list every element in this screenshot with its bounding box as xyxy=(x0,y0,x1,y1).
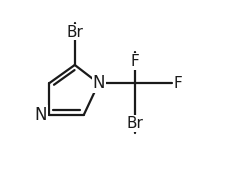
Text: F: F xyxy=(131,54,140,69)
Text: N: N xyxy=(35,105,47,124)
Text: N: N xyxy=(92,74,105,92)
Text: F: F xyxy=(174,76,183,91)
Text: Br: Br xyxy=(66,25,83,40)
Text: Br: Br xyxy=(127,116,144,131)
